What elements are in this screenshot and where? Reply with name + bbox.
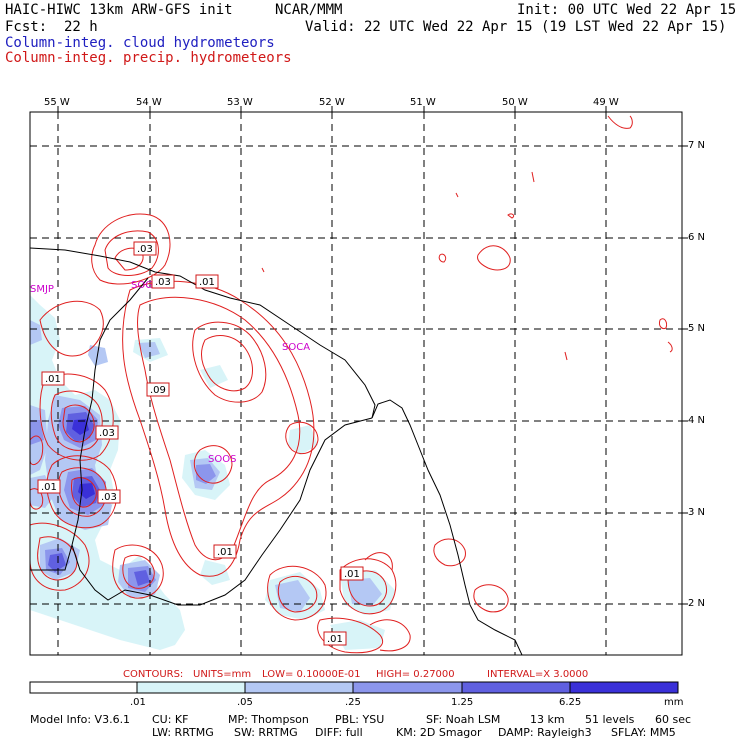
contour-label: .01	[195, 274, 219, 289]
svg-text:.01: .01	[327, 634, 343, 645]
footer-lw: LW: RRTMG	[152, 726, 214, 739]
lon-label: 53 W	[227, 97, 253, 108]
svg-text:.03: .03	[99, 428, 115, 439]
lon-label: 55 W	[44, 97, 70, 108]
lon-label: 52 W	[319, 97, 345, 108]
cloud-shade-1	[288, 425, 318, 455]
lon-label: 49 W	[593, 97, 619, 108]
cloud-shade-1	[200, 365, 228, 388]
model-title: HAIC-HIWC 13km ARW-GFS init	[5, 2, 233, 18]
fcst-label: Fcst:	[5, 19, 48, 35]
lat-lon-grid	[30, 112, 682, 655]
svg-text:.09: .09	[150, 385, 166, 396]
colorbar-bin	[29, 681, 138, 694]
contour-label: .01	[41, 371, 65, 386]
footer-sf: SF: Noah LSM	[426, 713, 501, 726]
cloud-shading	[30, 295, 395, 650]
cloud-shade-2	[30, 320, 42, 345]
colorbar-tick: .05	[237, 697, 253, 708]
contour-info-interval: INTERVAL=X 3.0000	[487, 669, 588, 680]
fcst-value: 22 h	[64, 19, 98, 35]
colorbar-bin	[352, 681, 463, 694]
cloud-shade-2	[138, 342, 160, 358]
contour-label: .03	[97, 489, 121, 504]
contour-info-units: UNITS=mm	[193, 669, 251, 680]
valid-time: Valid: 22 UTC Wed 22 Apr 15 (19 LST Wed …	[305, 19, 727, 35]
colorbar-unit: mm	[664, 697, 684, 708]
svg-text:.03: .03	[137, 244, 153, 255]
cloud-shade-1	[200, 560, 230, 585]
lat-label: 7 N	[688, 140, 706, 151]
svg-text:.01: .01	[199, 277, 215, 288]
lat-label: 3 N	[688, 507, 706, 518]
svg-text:.01: .01	[45, 374, 61, 385]
lat-label: 6 N	[688, 232, 706, 243]
init-time: Init: 00 UTC Wed 22 Apr 15	[517, 2, 737, 18]
contour-info-contours: CONTOURS:	[123, 669, 183, 680]
lat-label: 2 N	[688, 598, 706, 609]
lat-label: 5 N	[688, 323, 706, 334]
footer-km: KM: 2D Smagor	[396, 726, 482, 739]
contour-label: .03	[151, 274, 175, 289]
lon-label: 54 W	[136, 97, 162, 108]
contour-info-low: LOW= 0.10000E-01	[262, 669, 361, 680]
station-label: SOOS	[208, 454, 236, 465]
cloud-shade-2	[88, 345, 108, 366]
field-cloud-label: Column-integ. cloud hydrometeors	[5, 35, 275, 51]
colorbar-bin	[136, 681, 246, 694]
cloud-shade-2	[348, 578, 382, 606]
station-label: SOCA	[282, 342, 310, 353]
contour-label: .01	[37, 479, 61, 494]
svg-text:.03: .03	[101, 492, 117, 503]
footer-pbl: PBL: YSU	[335, 713, 385, 726]
svg-text:.01: .01	[344, 569, 360, 580]
field-precip-label: Column-integ. precip. hydrometeors	[5, 50, 292, 66]
footer-cu: CU: KF	[152, 713, 189, 726]
colorbar-tick: 6.25	[559, 697, 582, 708]
footer-timestep: 60 sec	[655, 713, 692, 726]
cloud-shade-4	[134, 570, 150, 586]
cloud-shade-4	[48, 553, 66, 572]
contour-label: .01	[340, 566, 364, 581]
colorbar-bin	[569, 681, 679, 694]
footer-model-version: Model Info: V3.6.1	[30, 713, 131, 726]
colorbar-tick: .01	[130, 697, 146, 708]
colorbar-bin	[461, 681, 571, 694]
colorbar-tick: 1.25	[451, 697, 474, 708]
precip-contours	[30, 115, 673, 654]
lon-label: 50 W	[502, 97, 528, 108]
footer-levels: 51 levels	[585, 713, 635, 726]
svg-text:.01: .01	[41, 482, 57, 493]
station-label: SMJP	[30, 284, 54, 295]
lat-label: 4 N	[688, 415, 706, 426]
coastline	[30, 247, 523, 655]
org-label: NCAR/MMM	[275, 2, 343, 18]
contour-label: .09	[146, 382, 170, 397]
axis-ticks	[57, 106, 688, 605]
footer-mp: MP: Thompson	[228, 713, 309, 726]
plot-frame	[29, 111, 683, 656]
footer-damp: DAMP: Rayleigh3	[498, 726, 592, 739]
contour-info-high: HIGH= 0.27000	[376, 669, 455, 680]
station-labels: SMJP SOGM SOCA SOOS	[30, 280, 310, 465]
colorbar-bin	[244, 681, 354, 694]
footer-resolution: 13 km	[530, 713, 565, 726]
contour-info: CONTOURS: UNITS=mm LOW= 0.10000E-01 HIGH…	[123, 669, 588, 680]
footer-sw: SW: RRTMG	[234, 726, 298, 739]
svg-text:.01: .01	[217, 547, 233, 558]
footer-diff: DIFF: full	[315, 726, 363, 739]
contour-label: .03	[133, 241, 157, 256]
contour-label: .03	[95, 425, 119, 440]
contour-value-labels: .03 .03 .01 .01 .09 .03 .01 .03	[37, 241, 364, 646]
contour-label: .01	[323, 631, 347, 646]
footer-sflay: SFLAY: MM5	[611, 726, 676, 739]
contour-label: .01	[213, 544, 237, 559]
station-label: SOGM	[131, 280, 162, 291]
colorbar-tick: .25	[345, 697, 361, 708]
svg-text:.03: .03	[155, 277, 171, 288]
colorbar	[29, 681, 679, 694]
lon-label: 51 W	[410, 97, 436, 108]
